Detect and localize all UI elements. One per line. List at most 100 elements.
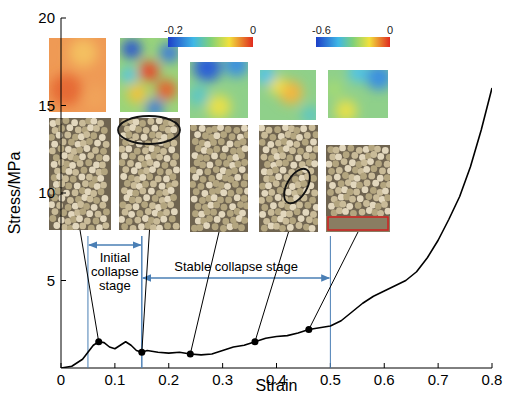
x-tick: [222, 363, 223, 368]
photo-grain: [259, 183, 266, 190]
photo-grain: [214, 132, 221, 139]
photo-grain: [82, 180, 89, 187]
photo-grain: [290, 162, 297, 169]
photo-grain: [127, 160, 134, 167]
photo-grain: [210, 209, 217, 216]
photo-grain: [285, 189, 292, 196]
photo-grain: [370, 165, 377, 172]
photo-grain: [359, 209, 366, 216]
photo-grain: [303, 152, 310, 159]
photo-grain: [367, 158, 374, 165]
photo-grain: [329, 182, 336, 189]
photo-grain: [65, 204, 72, 211]
stage-label: Initialcollapsestage: [91, 250, 139, 293]
photo-grain: [129, 124, 136, 131]
photo-grain: [227, 141, 234, 148]
photo-grain: [293, 141, 300, 148]
photo-grain: [326, 161, 332, 168]
photo-highlight: [328, 217, 388, 230]
photo-grain: [192, 210, 199, 217]
photo-grain: [310, 175, 317, 182]
photo-grain: [347, 145, 354, 152]
photo-grain: [309, 197, 316, 204]
photo-grain: [360, 173, 367, 180]
photo-grain: [150, 224, 157, 230]
photo-grain: [134, 217, 141, 224]
y-tick: [61, 105, 66, 106]
photo-grain: [217, 125, 224, 131]
photo-grain: [159, 125, 166, 132]
contour-map: [190, 62, 248, 118]
photo-grain: [214, 216, 221, 223]
photo-grain: [150, 152, 157, 159]
x-tick-label: 0.7: [428, 371, 449, 388]
plot-area: [61, 88, 492, 368]
photo-grain: [172, 180, 179, 187]
photo-grain: [190, 181, 196, 188]
photo-grain: [241, 217, 248, 224]
photo-grain: [136, 210, 143, 217]
photo-grain: [209, 188, 216, 195]
photo-grain: [341, 158, 348, 165]
photo-grain: [349, 159, 356, 166]
photo-grain: [132, 190, 139, 197]
photo-grain: [169, 216, 176, 223]
photo-grain: [125, 146, 132, 153]
photo-grain: [309, 125, 316, 131]
photo-grain: [385, 208, 390, 215]
x-tick-label: 0.5: [320, 371, 341, 388]
x-tick-label: 0.3: [212, 371, 233, 388]
photo-grain: [76, 215, 83, 222]
state-point: [251, 338, 258, 345]
photo-grain: [224, 183, 231, 190]
photo-grain: [150, 181, 157, 188]
photo-grain: [384, 194, 390, 201]
x-tick-label: 0.8: [482, 371, 503, 388]
photo-grain: [52, 208, 59, 215]
photo-grain: [139, 188, 146, 195]
photo-grain: [259, 197, 265, 204]
photo-grain: [302, 139, 309, 146]
photo-grain: [134, 148, 141, 155]
color-bar: [168, 37, 253, 47]
photo-grain: [265, 182, 272, 189]
photo-grain: [271, 216, 278, 223]
photo-grain: [303, 224, 310, 231]
map-blob: [69, 39, 97, 67]
photo-grain: [77, 201, 84, 208]
connector-line: [80, 230, 99, 342]
photo-grain: [162, 162, 169, 169]
photo-grain: [222, 218, 229, 225]
photo-grain: [368, 145, 375, 151]
photo-grain: [101, 168, 108, 175]
photo-grain: [328, 203, 335, 210]
stage-arrow: [89, 244, 141, 245]
photo-grain: [240, 138, 247, 145]
photo-grain: [275, 194, 282, 201]
photo-grain: [78, 174, 85, 181]
photo-grain: [313, 218, 318, 225]
photo-grain: [203, 155, 210, 162]
photo-grain: [221, 204, 228, 211]
photo-grain: [96, 224, 103, 230]
y-tick-label: 5: [47, 272, 55, 289]
photo-grain: [351, 152, 358, 159]
photo-grain: [138, 155, 145, 162]
photo-grain: [199, 125, 206, 132]
photo-grain: [167, 201, 174, 208]
photo-grain: [310, 139, 317, 146]
photo-grain: [267, 141, 274, 148]
photo-grain: [212, 223, 219, 230]
photo-grain: [215, 159, 222, 166]
photo-grain: [51, 141, 58, 148]
photo-grain: [335, 187, 342, 194]
photo-grain: [238, 152, 245, 159]
photo-grain: [87, 124, 94, 131]
photo-grain: [203, 222, 210, 229]
photo-grain: [241, 125, 248, 132]
photo-grain: [92, 147, 99, 154]
photo-grain: [129, 197, 136, 204]
photo-grain: [83, 131, 90, 138]
photo-grain: [289, 147, 296, 154]
photo-grain: [211, 126, 218, 133]
